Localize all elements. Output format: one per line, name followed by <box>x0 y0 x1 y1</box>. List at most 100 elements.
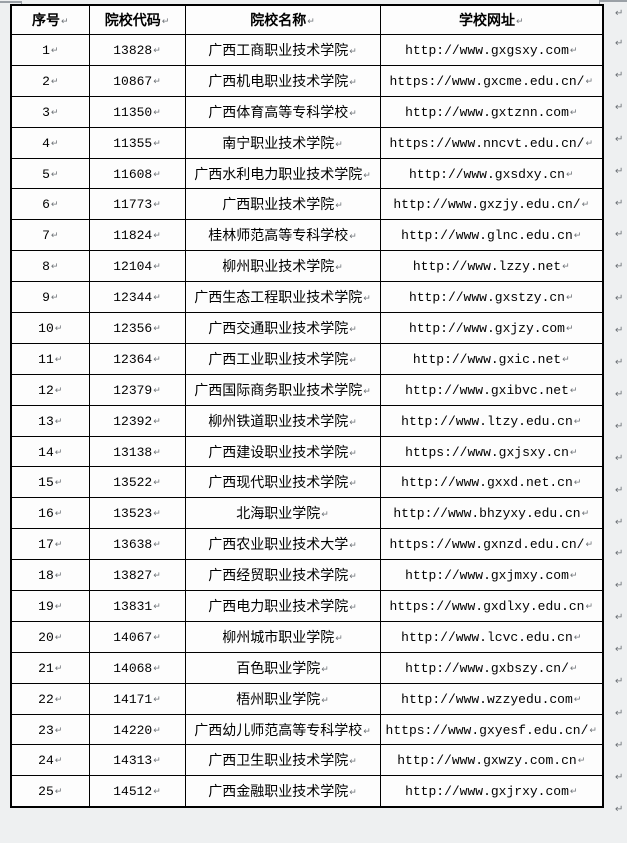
school-name-cell: 广西幼儿师范高等专科学校↵ <box>184 713 381 746</box>
end-of-cell-mark: ↵ <box>515 17 524 27</box>
school-name-cell-text: 广西建设职业技术学院 <box>208 443 349 460</box>
school-url-cell-text: http://www.gxwzy.com.cn <box>397 753 577 769</box>
end-of-row-mark: ↵ <box>615 739 624 751</box>
school-name-cell: 广西工商职业技术学院↵ <box>184 34 381 66</box>
end-of-cell-mark: ↵ <box>54 756 63 767</box>
school-url-cell: http://www.gxjzy.com↵ <box>379 312 604 344</box>
school-name-cell-text: 广西现代职业技术学院 <box>208 474 349 491</box>
row-number-cell: 25↵ <box>10 775 90 808</box>
school-code-cell: 13638↵ <box>88 528 186 561</box>
school-url-cell: http://www.gxxd.net.cn↵ <box>379 466 604 499</box>
table-row: 11↵ 12364↵ 广西工业职业技术学院↵ http://www.gxic.net↵ <box>10 342 604 375</box>
header-school-url-label: 学校网址 <box>458 12 515 28</box>
end-of-cell-mark: ↵ <box>161 17 170 27</box>
school-code-cell-text: 13638 <box>113 537 153 553</box>
end-of-cell-mark: ↵ <box>50 107 59 118</box>
end-of-cell-mark: ↵ <box>54 323 63 334</box>
end-of-cell-mark: ↵ <box>573 231 582 242</box>
school-url-cell-text: http://www.gxstzy.cn <box>408 290 565 306</box>
school-name-cell: 广西农业职业技术大学↵ <box>184 528 381 561</box>
end-of-cell-mark: ↵ <box>153 138 161 149</box>
end-of-cell-mark: ↵ <box>349 788 357 799</box>
end-of-cell-mark: ↵ <box>153 200 161 211</box>
school-url-cell-text: http://www.gxic.net <box>412 351 562 367</box>
table-row: 22↵ 14171↵ 梧州职业学院↵ http://www.wzzyedu.com↵ <box>10 682 604 715</box>
school-name-cell-text: 广西国际商务职业技术学院 <box>194 381 363 398</box>
school-url-cell-text: http://www.lcvc.edu.cn <box>401 629 573 645</box>
end-of-cell-mark: ↵ <box>54 385 63 396</box>
end-of-cell-mark: ↵ <box>54 787 63 798</box>
school-url-cell-text: http://www.gxtznn.com <box>405 104 569 120</box>
end-of-cell-mark: ↵ <box>335 139 343 150</box>
school-url-cell-text: http://www.gxjrxy.com <box>405 784 569 800</box>
school-name-cell-text: 广西卫生职业技术学院 <box>208 752 349 769</box>
end-of-cell-mark: ↵ <box>565 293 574 304</box>
row-number-cell: 17↵ <box>10 528 90 561</box>
end-of-row-mark: ↵ <box>615 133 624 145</box>
end-of-cell-mark: ↵ <box>54 447 63 458</box>
end-of-cell-mark: ↵ <box>363 294 371 305</box>
end-of-cell-mark: ↵ <box>54 725 63 736</box>
end-of-cell-mark: ↵ <box>153 571 161 582</box>
school-name-cell: 广西水利电力职业技术学院↵ <box>184 157 381 190</box>
school-code-cell-text: 11608 <box>113 166 153 182</box>
end-of-cell-mark: ↵ <box>153 447 161 458</box>
table-row: 10↵ 12356↵ 广西交通职业技术学院↵ http://www.gxjzy.com… <box>10 312 604 344</box>
end-of-cell-mark: ↵ <box>349 355 357 366</box>
school-name-cell-text: 广西工业职业技术学院 <box>208 350 349 367</box>
end-of-cell-mark: ↵ <box>54 694 63 705</box>
school-code-cell: 11824↵ <box>88 219 186 252</box>
end-of-row-mark: ↵ <box>615 357 624 368</box>
end-of-cell-mark: ↵ <box>153 756 161 767</box>
school-name-cell: 柳州城市职业学院↵ <box>184 620 381 653</box>
end-of-cell-mark: ↵ <box>349 602 357 613</box>
school-code-cell-text: 12392 <box>113 413 153 429</box>
school-code-cell-text: 13827 <box>113 568 153 584</box>
end-of-cell-mark: ↵ <box>573 478 582 489</box>
end-of-cell-mark: ↵ <box>565 169 574 180</box>
school-url-cell: http://www.gxic.net↵ <box>379 342 604 375</box>
school-code-cell: 11608↵ <box>88 157 186 190</box>
end-of-row-mark: ↵ <box>615 69 624 81</box>
end-of-row-mark: ↵ <box>615 197 624 209</box>
school-name-cell: 桂林师范高等专科学校↵ <box>184 219 381 252</box>
row-number-cell: 10↵ <box>10 312 90 344</box>
end-of-cell-mark: ↵ <box>153 416 161 427</box>
school-name-cell: 广西经贸职业技术学院↵ <box>184 559 381 592</box>
school-code-cell: 12364↵ <box>88 342 186 375</box>
end-of-cell-mark: ↵ <box>581 200 590 211</box>
school-name-cell: 广西生态工程职业技术学院↵ <box>184 281 381 314</box>
end-of-cell-mark: ↵ <box>349 108 357 119</box>
school-code-cell-text: 14512 <box>113 784 153 800</box>
end-of-cell-mark: ↵ <box>153 385 161 396</box>
header-row-number-label: 序号 <box>31 12 60 28</box>
school-url-cell: https://www.gxcme.edu.cn/↵ <box>379 64 604 97</box>
school-code-cell-text: 11824 <box>113 228 153 244</box>
school-code-cell-text: 14171 <box>113 691 153 707</box>
end-of-cell-mark: ↵ <box>585 76 594 87</box>
table-row: 12↵ 12379↵ 广西国际商务职业技术学院↵ http://www.gxibvc.… <box>10 373 604 406</box>
school-name-cell-text: 广西交通职业技术学院 <box>208 319 349 336</box>
end-of-cell-mark: ↵ <box>349 757 357 768</box>
row-number-cell-text: 14 <box>38 444 54 460</box>
table-row: 1↵ 13828↵ 广西工商职业技术学院↵ http://www.gxgsxy.com… <box>10 34 604 66</box>
end-of-cell-mark: ↵ <box>54 478 63 489</box>
row-number-cell-text: 5 <box>42 166 50 182</box>
end-of-cell-mark: ↵ <box>50 262 59 273</box>
school-name-cell: 广西卫生职业技术学院↵ <box>184 744 381 777</box>
row-number-cell-text: 1 <box>42 42 50 58</box>
row-number-cell: 15↵ <box>10 466 90 499</box>
end-of-cell-mark: ↵ <box>569 571 578 582</box>
end-of-cell-mark: ↵ <box>50 293 59 304</box>
end-of-cell-mark: ↵ <box>153 663 161 674</box>
end-of-cell-mark: ↵ <box>569 385 578 396</box>
school-url-cell-text: http://www.gxzjy.edu.cn/ <box>393 197 581 213</box>
school-code-cell-text: 13522 <box>113 475 153 491</box>
row-number-cell-text: 24 <box>38 753 54 769</box>
end-of-cell-mark: ↵ <box>569 787 578 798</box>
table-row: 17↵ 13638↵ 广西农业职业技术大学↵ https://www.gxnzd.ed… <box>10 528 604 561</box>
school-name-cell: 广西交通职业技术学院↵ <box>184 312 381 344</box>
school-name-cell-text: 柳州城市职业学院 <box>222 628 335 645</box>
school-name-cell-text: 广西机电职业技术学院 <box>208 72 349 89</box>
